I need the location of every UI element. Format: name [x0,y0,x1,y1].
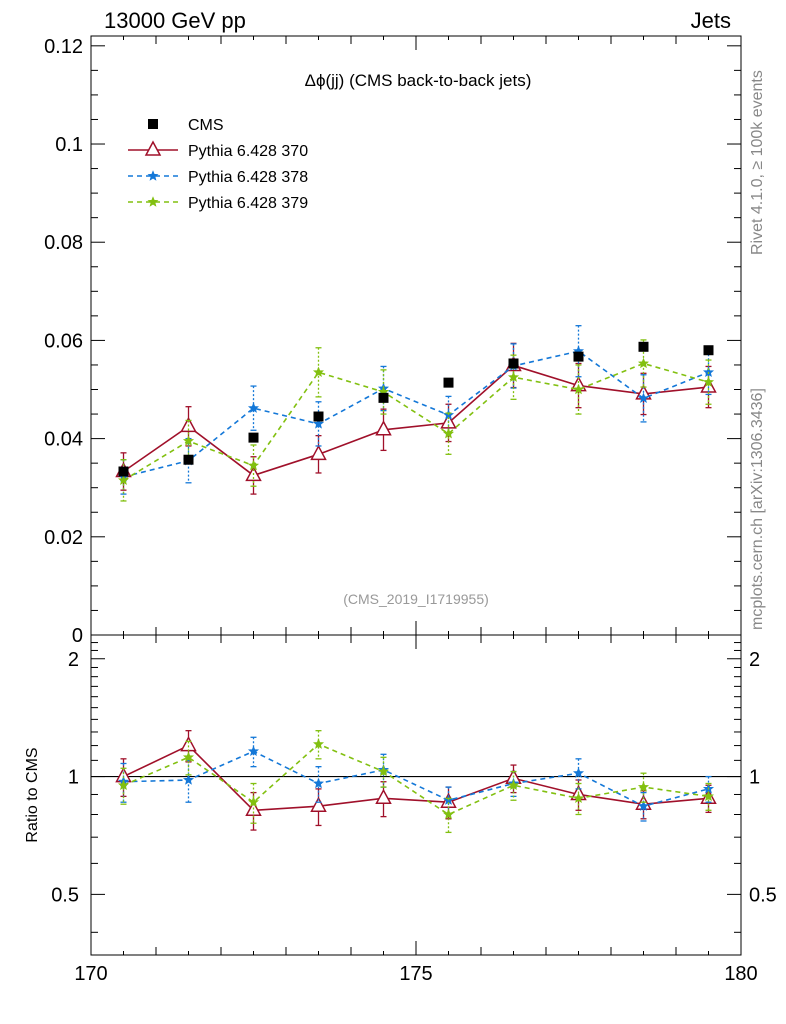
ratio-point-pythia-6-428-379-5 [442,808,455,820]
ratio-point-pythia-6-428-379-7 [572,792,585,803]
y-tick-label-0: 0 [72,625,83,647]
legend-label-pythia-6-428-370: Pythia 6.428 370 [188,143,308,160]
ratio-point-pythia-6-428-370-1 [180,735,197,752]
point-pythia-6-428-378-8 [637,392,650,404]
y-tick-label-0.1: 0.1 [55,134,83,156]
side-label-bottom: mcplots.cern.ch [arXiv:1306.3436] [749,388,766,630]
y-tick-label-0.08: 0.08 [44,232,83,254]
point-pythia-6-428-379-9 [702,376,715,387]
series-line-pythia-6-428-370 [123,364,709,477]
ratio-frame-border [90,634,742,956]
legend-marker-pythia-6-428-379 [147,196,159,207]
ratio-point-pythia-6-428-378-3 [312,777,325,789]
x-tick-label-175: 175 [399,963,432,985]
point-cms-1 [183,454,194,465]
point-pythia-6-428-379-5 [442,427,455,439]
point-pythia-6-428-379-1 [182,435,195,446]
point-cms-7 [573,351,584,362]
y-tick-label-0.02: 0.02 [44,527,83,549]
point-pythia-6-428-378-9 [702,366,715,378]
ratio-line-pythia-6-428-379 [123,743,709,816]
series-line-pythia-6-428-379 [123,362,709,482]
point-pythia-6-428-379-8 [637,357,650,369]
ratio-point-pythia-6-428-379-8 [637,781,650,792]
legend-marker-pythia-6-428-378 [147,170,159,181]
point-pythia-6-428-379-2 [247,459,260,471]
legend-marker-pythia-6-428-370 [144,140,162,156]
header-right: Jets [691,8,731,33]
ratio-point-pythia-6-428-379-2 [247,796,260,807]
point-pythia-6-428-378-3 [312,418,325,429]
analysis-tag: (CMS_2019_I1719955) [343,591,489,607]
point-pythia-6-428-379-0 [117,474,130,486]
point-cms-5 [443,377,454,388]
point-pythia-6-428-378-2 [247,402,260,413]
point-pythia-6-428-379-3 [312,366,325,378]
ratio-plot-area: 170 175 180 0.5 0.5 1 1 2 2 [51,634,777,985]
ratio-point-pythia-6-428-378-7 [572,767,585,778]
ratio-point-pythia-6-428-379-4 [377,765,390,777]
side-label-top: Rivet 4.1.0, ≥ 100k events [749,70,766,255]
chart-title: Δϕ(jj) (CMS back-to-back jets) [305,71,532,90]
point-pythia-6-428-370-4 [375,420,392,436]
ratio-point-pythia-6-428-379-1 [182,751,195,763]
ratio-point-pythia-6-428-378-2 [247,745,260,757]
x-tick-label-180: 180 [724,963,757,985]
point-pythia-6-428-379-6 [507,371,520,382]
point-pythia-6-428-370-3 [310,444,327,461]
legend-marker-cms [148,119,158,129]
x-tick-label-170: 170 [74,963,107,985]
y-tick-label-0.04: 0.04 [44,429,83,451]
ratio-y-tick-label-2: 2 [68,649,79,671]
legend: CMS Pythia 6.428 370 Pythia 6.428 378 Pythi… [128,117,308,212]
ratio-point-pythia-6-428-379-0 [117,779,130,790]
ratio-point-pythia-6-428-378-1 [182,774,195,785]
ratio-point-pythia-6-428-379-6 [507,779,520,790]
ratio-point-pythia-6-428-370-4 [375,788,392,805]
header-left: 13000 GeV pp [104,8,246,33]
series-line-pythia-6-428-378 [123,350,709,478]
ratio-ylabel: Ratio to CMS [24,747,41,842]
ratio-point-pythia-6-428-379-9 [702,790,715,802]
ratio-y-tick-label-1: 1 [68,767,79,789]
main-plot-area: 0 0.02 0.04 0.06 0.08 0.1 0.12 [44,35,742,955]
ratio-y-tick-label-right-0.5: 0.5 [749,884,777,906]
point-pythia-6-428-379-7 [572,383,585,395]
point-cms-2 [248,432,259,443]
ratio-point-pythia-6-428-379-3 [312,738,325,749]
point-cms-9 [703,345,714,356]
y-tick-label-0.12: 0.12 [44,36,83,58]
ratio-point-pythia-6-428-370-3 [310,796,327,812]
point-cms-0 [118,466,129,477]
ratio-y-tick-label-0.5: 0.5 [51,884,79,906]
ratio-y-tick-label-right-1: 1 [749,767,760,789]
ratio-y-tick-label-right-2: 2 [749,649,760,671]
legend-label-pythia-6-428-378: Pythia 6.428 378 [188,169,308,186]
point-cms-4 [378,392,389,403]
legend-label-pythia-6-428-379: Pythia 6.428 379 [188,195,308,212]
ratio-line-pythia-6-428-378 [123,750,709,808]
ratio-line-pythia-6-428-370 [123,744,709,812]
ratio-point-pythia-6-428-378-8 [637,800,650,811]
point-cms-8 [638,341,649,352]
y-tick-label-0.06: 0.06 [44,330,83,352]
point-cms-6 [508,358,519,369]
point-cms-3 [313,411,324,422]
legend-label-cms: CMS [188,117,224,134]
